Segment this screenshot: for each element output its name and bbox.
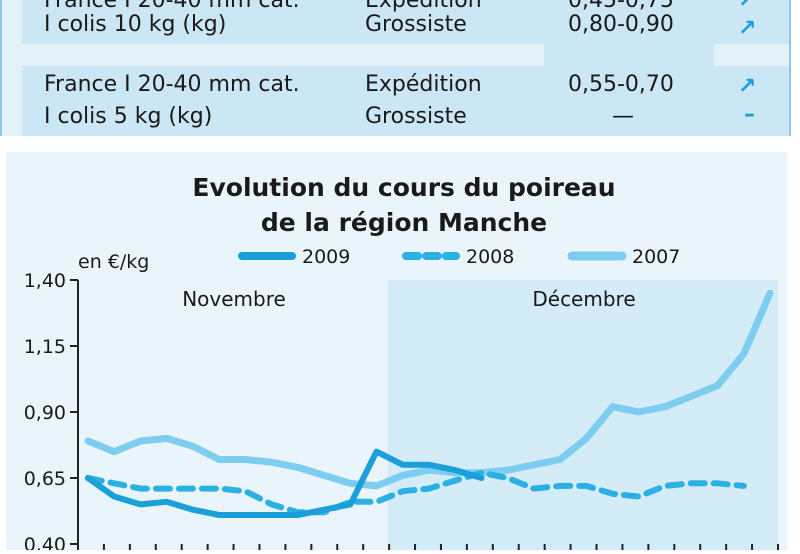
product-package: I colis 10 kg (kg) (44, 12, 227, 37)
product-label: France I 20-40 mm cat. (44, 72, 300, 97)
legend: 2009 2008 2007 (238, 246, 680, 268)
chart-panel: Evolution du cours du poireau de la régi… (6, 152, 787, 554)
trend-up-icon: ↗ (738, 16, 757, 41)
product-package: I colis 5 kg (kg) (44, 104, 213, 129)
y-tick-label: 0,65 (24, 468, 66, 490)
y-tick-label: 0,40 (24, 534, 66, 550)
price-table: France I 20-40 mm cat. I colis 10 kg (kg… (0, 0, 791, 136)
price-value: — (612, 104, 634, 129)
period-label-november: Novembre (182, 287, 286, 311)
series-line-2009 (85, 448, 485, 518)
stage-label: Expédition (365, 72, 482, 97)
price-value: 0,55-0,70 (568, 72, 674, 97)
stage-label: Grossiste (365, 12, 467, 37)
y-tick-label: 1,40 (24, 270, 66, 292)
legend-label-2009: 2009 (302, 246, 350, 268)
stage-label: Grossiste (365, 104, 467, 129)
y-axis: 1,40 1,15 0,90 0,65 0,40 (24, 270, 779, 554)
price-value: 0,45-0,75 (568, 0, 674, 13)
y-tick-label: 1,15 (24, 336, 66, 358)
table-row: France I 20-40 mm cat. I colis 10 kg (kg… (22, 0, 789, 44)
legend-label-2007: 2007 (632, 246, 680, 268)
y-tick-label: 0,90 (24, 402, 66, 424)
y-axis-label: en €/kg (78, 251, 149, 273)
stage-label: Expédition (365, 0, 482, 13)
price-value: 0,80-0,90 (568, 12, 674, 37)
legend-label-2008: 2008 (466, 246, 514, 268)
chart-subtitle: de la région Manche (261, 208, 547, 237)
series-line-2008 (85, 469, 747, 516)
table-row: France I 20-40 mm cat. I colis 5 kg (kg)… (22, 66, 789, 136)
series-lines (84, 289, 774, 518)
period-label-december: Décembre (532, 287, 635, 311)
trend-up-icon: ↗ (738, 74, 757, 99)
trend-flat-icon: – (744, 102, 755, 127)
trend-up-icon: ↗ (738, 0, 757, 13)
chart-title: Evolution du cours du poireau (192, 173, 615, 202)
december-panel (388, 280, 778, 550)
product-label: France I 20-40 mm cat. (44, 0, 300, 13)
price-chart: Evolution du cours du poireau de la régi… (24, 173, 779, 554)
series-line-2007 (84, 289, 774, 490)
